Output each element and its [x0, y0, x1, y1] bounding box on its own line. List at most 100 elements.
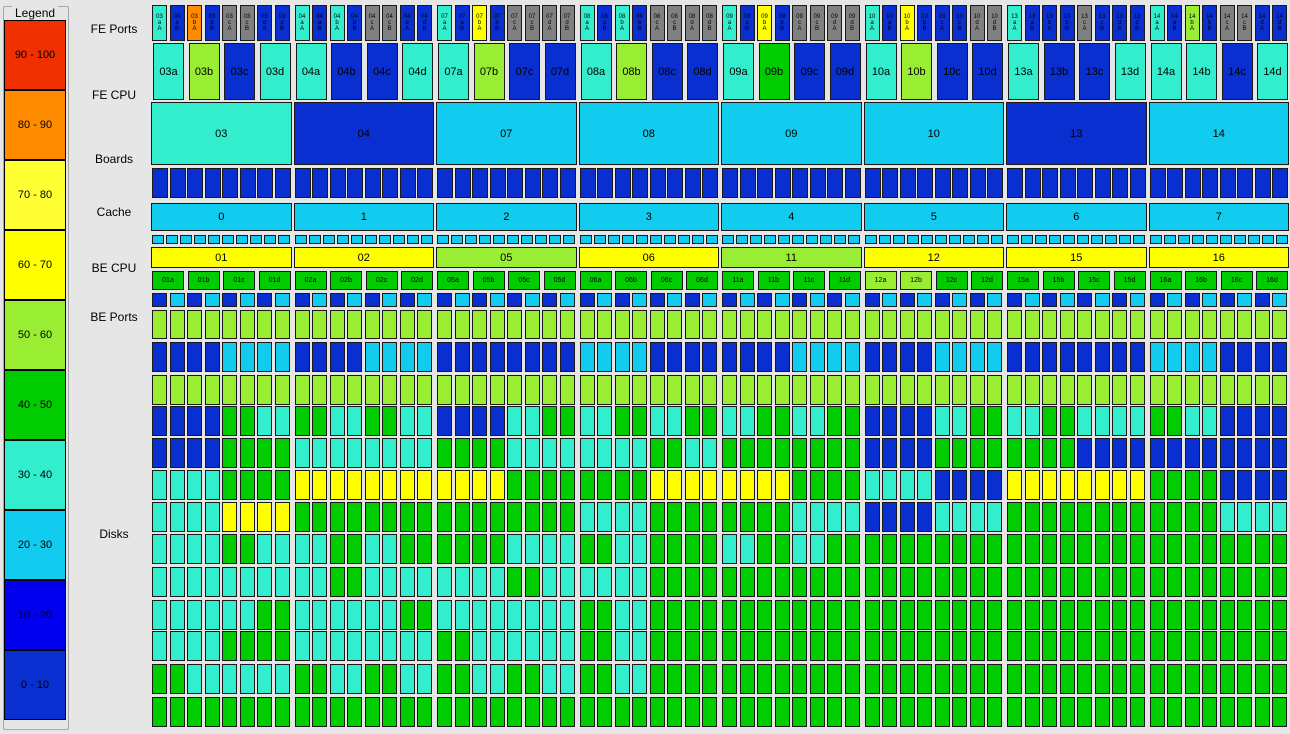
disk-cell[interactable] — [399, 567, 415, 597]
disk-cell[interactable] — [169, 567, 185, 597]
be-port[interactable] — [774, 293, 790, 307]
cache-slot[interactable] — [806, 235, 818, 244]
disk-cell[interactable] — [632, 342, 647, 372]
be-cpu-cell[interactable]: 15c — [1078, 271, 1110, 290]
disk-cell[interactable] — [702, 534, 717, 564]
disk-cell[interactable] — [1042, 567, 1057, 597]
fe-cpu-cell[interactable]: 04c — [366, 43, 398, 100]
disk-cell[interactable] — [1149, 438, 1165, 468]
be-port[interactable] — [347, 293, 362, 307]
disk-cell[interactable] — [257, 342, 272, 372]
disk-cell[interactable] — [1112, 375, 1127, 405]
disk-cell[interactable] — [274, 697, 290, 727]
disk-cell[interactable] — [559, 697, 575, 727]
disk-cell[interactable] — [792, 406, 807, 436]
disk-cell[interactable] — [1167, 600, 1182, 630]
cache-slot[interactable] — [1091, 235, 1103, 244]
disk-cell[interactable] — [632, 534, 647, 564]
disk-cell[interactable] — [507, 664, 522, 694]
disk-cell[interactable] — [1254, 406, 1270, 436]
disk-cell[interactable] — [489, 406, 505, 436]
disk-cell[interactable] — [882, 567, 897, 597]
fe-cpu-cell[interactable]: 08b — [616, 43, 647, 100]
disk-cell[interactable] — [597, 406, 612, 436]
disk-cell[interactable] — [952, 342, 967, 372]
fe-cpu-cell[interactable]: 10a — [865, 43, 897, 100]
disk-cell[interactable] — [312, 406, 327, 436]
disk-cell[interactable] — [757, 567, 772, 597]
fe-cpu-cell[interactable]: 09b — [758, 43, 790, 100]
disk-cell[interactable] — [472, 697, 487, 727]
cache-slot[interactable] — [1163, 235, 1176, 244]
disk-cell[interactable] — [1042, 534, 1057, 564]
disk-cell[interactable] — [1219, 375, 1235, 405]
cache-module[interactable]: 1 — [293, 203, 434, 231]
disk-cell[interactable] — [1024, 470, 1040, 500]
cache-slot[interactable] — [493, 235, 505, 244]
disk-cell[interactable] — [382, 502, 397, 532]
disk-cell[interactable] — [472, 470, 487, 500]
disk-cell[interactable] — [489, 664, 505, 694]
disk-cell[interactable] — [329, 406, 345, 436]
disk-cell[interactable] — [1059, 631, 1075, 661]
disk-cell[interactable] — [934, 502, 950, 532]
be-port-status[interactable] — [1077, 310, 1092, 339]
disk-cell[interactable] — [1202, 375, 1217, 405]
disk-cell[interactable] — [1024, 567, 1040, 597]
fe-port[interactable]: 09 c B — [809, 5, 825, 41]
cache-slot[interactable] — [607, 235, 620, 244]
disk-cell[interactable] — [437, 342, 452, 372]
disk-cell[interactable] — [417, 664, 432, 694]
disk-cell[interactable] — [702, 631, 717, 661]
disk-cell[interactable] — [1129, 406, 1145, 436]
disk-cell[interactable] — [1167, 534, 1182, 564]
be-port-status[interactable] — [1024, 310, 1040, 339]
be-cpu-cell[interactable]: 01d — [258, 271, 291, 290]
fe-port[interactable]: 03 b A — [187, 5, 202, 41]
disk-cell[interactable] — [1167, 631, 1182, 661]
board-slot[interactable] — [1254, 168, 1271, 198]
fe-port[interactable]: 03 a A — [152, 5, 167, 41]
fe-port[interactable]: 08 c A — [649, 5, 665, 41]
disk-cell[interactable] — [684, 664, 700, 694]
disk-cell[interactable] — [1094, 534, 1110, 564]
cache-slot[interactable] — [378, 235, 391, 244]
disk-cell[interactable] — [722, 567, 737, 597]
be-port-status[interactable] — [739, 310, 755, 339]
disk-cell[interactable] — [187, 375, 202, 405]
fe-cpu-cell[interactable]: 04d — [402, 43, 433, 100]
be-cpu-cell[interactable]: 16d — [1256, 271, 1288, 290]
fe-port[interactable]: 07 b A — [472, 5, 487, 41]
disk-cell[interactable] — [899, 534, 915, 564]
disk-cell[interactable] — [507, 534, 522, 564]
disk-cell[interactable] — [382, 631, 397, 661]
disk-cell[interactable] — [222, 406, 237, 436]
disk-cell[interactable] — [1059, 470, 1075, 500]
be-port-status[interactable] — [934, 310, 950, 339]
disk-cell[interactable] — [827, 438, 842, 468]
disk-cell[interactable] — [489, 600, 505, 630]
fe-cpu-cell[interactable]: 13b — [1043, 43, 1075, 100]
disk-cell[interactable] — [934, 600, 950, 630]
disk-cell[interactable] — [417, 342, 432, 372]
be-port[interactable] — [524, 293, 540, 307]
disk-cell[interactable] — [222, 664, 237, 694]
disk-cell[interactable] — [722, 438, 737, 468]
disk-cell[interactable] — [454, 502, 470, 532]
fe-port[interactable]: 03 a B — [169, 5, 185, 41]
be-port[interactable] — [632, 293, 647, 307]
disk-cell[interactable] — [382, 470, 397, 500]
disk-cell[interactable] — [542, 342, 557, 372]
cache-module[interactable]: 0 — [151, 203, 292, 231]
be-cpu-cell[interactable]: 02b — [330, 271, 362, 290]
disk-cell[interactable] — [702, 502, 717, 532]
fe-port[interactable]: 08 a B — [597, 5, 612, 41]
disk-cell[interactable] — [632, 502, 647, 532]
disk-cell[interactable] — [257, 567, 272, 597]
be-board[interactable]: 01 — [151, 247, 292, 268]
cache-slot[interactable] — [764, 235, 776, 244]
disk-cell[interactable] — [722, 375, 737, 405]
disk-cell[interactable] — [169, 375, 185, 405]
cache-slot[interactable] — [521, 235, 533, 244]
disk-cell[interactable] — [579, 567, 595, 597]
